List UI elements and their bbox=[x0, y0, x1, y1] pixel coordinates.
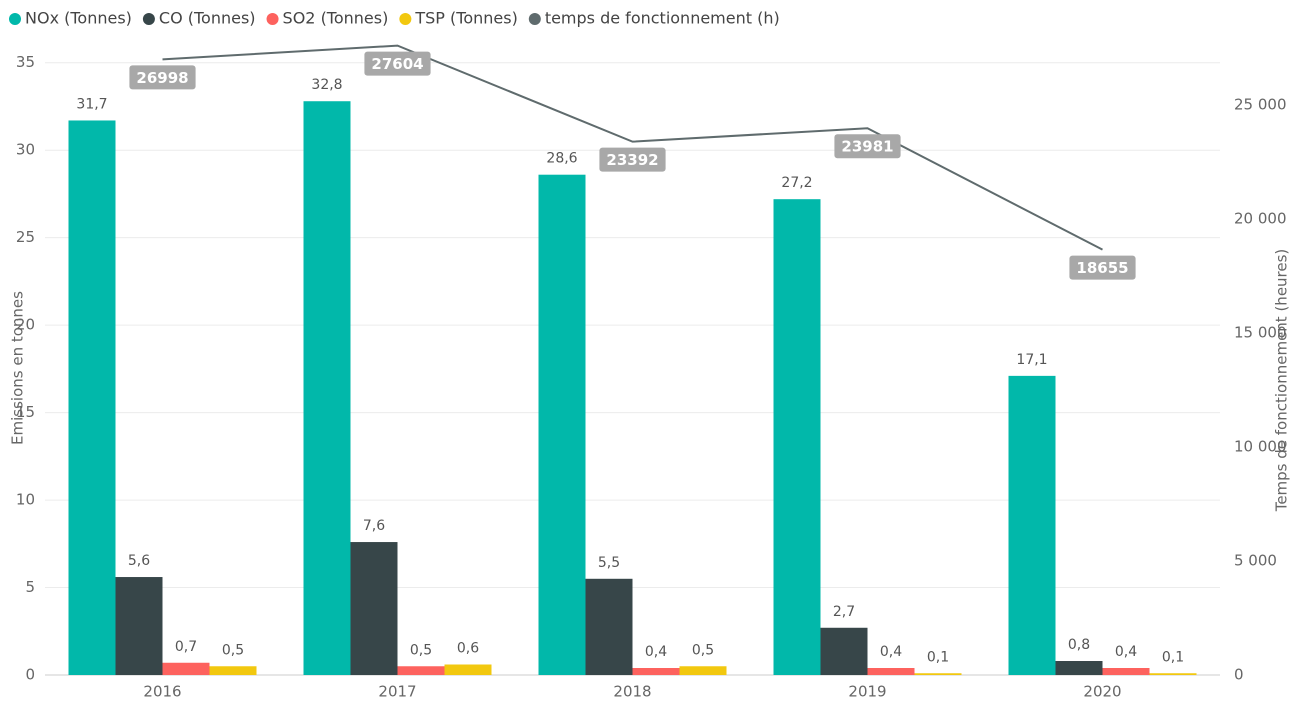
bar bbox=[773, 199, 821, 676]
data-label: 0,1 bbox=[1162, 649, 1184, 665]
line bbox=[162, 44, 1103, 251]
data-label: 17,1 bbox=[1016, 352, 1047, 368]
data-label: 0,8 bbox=[1068, 637, 1090, 653]
y-tick-label: 30 bbox=[16, 141, 35, 159]
bar bbox=[1008, 375, 1056, 675]
bar bbox=[585, 578, 633, 675]
data-label: 0,5 bbox=[222, 642, 244, 658]
legend-marker bbox=[266, 13, 279, 25]
data-label: 0,7 bbox=[175, 639, 197, 655]
data-label: 32,8 bbox=[311, 77, 342, 93]
data-label: 5,5 bbox=[598, 555, 620, 571]
data-label: 5,6 bbox=[128, 553, 150, 569]
bar bbox=[914, 673, 962, 675]
data-label: 7,6 bbox=[363, 518, 385, 534]
data-label: 27,2 bbox=[781, 175, 812, 191]
x-tick-label: 2019 bbox=[848, 683, 886, 701]
line-label: 18655 bbox=[1069, 255, 1136, 280]
bar bbox=[1102, 668, 1150, 675]
line-label: 23981 bbox=[834, 134, 901, 159]
bar bbox=[162, 662, 210, 675]
legend-label: TSP (Tonnes) bbox=[414, 9, 517, 28]
y-tick-label: 5 bbox=[25, 578, 35, 596]
data-label: 0,6 bbox=[457, 641, 479, 657]
bar bbox=[209, 666, 257, 675]
x-tick-label: 2017 bbox=[378, 683, 416, 701]
y-tick-label: 35 bbox=[16, 53, 35, 71]
y-tick-label: 0 bbox=[25, 666, 35, 684]
label-box bbox=[364, 51, 431, 76]
bar bbox=[1055, 661, 1103, 675]
y-axis-title: Emissions en tonnes bbox=[9, 291, 27, 445]
data-label: 0,5 bbox=[410, 642, 432, 658]
y-tick-label: 15 bbox=[16, 403, 35, 421]
data-label: 31,7 bbox=[76, 96, 107, 112]
line-label: 27604 bbox=[364, 51, 431, 76]
data-label: 0,4 bbox=[1115, 644, 1137, 660]
line-data-label: 18655 bbox=[1076, 259, 1128, 277]
line-data-label: 23392 bbox=[606, 151, 658, 169]
y2-tick-label: 25 000 bbox=[1234, 95, 1287, 113]
bar bbox=[350, 542, 398, 675]
y2-axis-title: Temps de fonctionnement (heures) bbox=[1273, 249, 1291, 513]
y-tick-label: 10 bbox=[16, 491, 35, 509]
y2-tick-label: 5 000 bbox=[1234, 551, 1277, 569]
label-box bbox=[599, 147, 666, 172]
bar bbox=[820, 627, 868, 675]
line-label: 23392 bbox=[599, 147, 666, 172]
x-tick-label: 2020 bbox=[1083, 683, 1121, 701]
y2-tick-label: 0 bbox=[1234, 666, 1244, 684]
line-data-label: 26998 bbox=[136, 69, 188, 87]
legend-marker bbox=[9, 13, 21, 25]
bar bbox=[397, 666, 445, 675]
bar bbox=[303, 101, 351, 676]
legend-label: temps de fonctionnement (h) bbox=[545, 9, 780, 28]
bar bbox=[1149, 673, 1197, 675]
label-box bbox=[1069, 255, 1136, 280]
line-data-label: 27604 bbox=[371, 55, 423, 73]
x-tick-label: 2018 bbox=[613, 683, 651, 701]
legend-label: CO (Tonnes) bbox=[159, 9, 256, 28]
bar bbox=[632, 668, 680, 675]
bar bbox=[679, 666, 727, 675]
bar bbox=[444, 664, 492, 675]
data-label: 28,6 bbox=[546, 151, 577, 167]
data-label: 0,1 bbox=[927, 649, 949, 665]
legend-marker bbox=[142, 13, 155, 25]
label-box bbox=[129, 65, 196, 90]
data-label: 0,4 bbox=[645, 644, 667, 660]
data-label: 0,4 bbox=[880, 644, 902, 660]
line-data-label: 23981 bbox=[841, 138, 893, 156]
bar bbox=[115, 577, 163, 675]
x-tick-label: 2016 bbox=[143, 683, 181, 701]
line-label: 26998 bbox=[129, 65, 196, 90]
y2-tick-label: 15 000 bbox=[1234, 323, 1287, 341]
legend-marker bbox=[399, 13, 412, 25]
bar bbox=[68, 120, 116, 675]
data-label: 0,5 bbox=[692, 642, 714, 658]
legend-label: NOx (Tonnes) bbox=[25, 9, 132, 28]
data-label: 2,7 bbox=[833, 604, 855, 620]
bar bbox=[867, 668, 915, 675]
legend-marker bbox=[528, 13, 541, 25]
legend-label: SO2 (Tonnes) bbox=[283, 9, 389, 28]
y2-tick-label: 20 000 bbox=[1234, 209, 1287, 227]
y-tick-label: 25 bbox=[16, 228, 35, 246]
label-box bbox=[834, 134, 901, 159]
y2-tick-label: 10 000 bbox=[1234, 437, 1287, 455]
bar bbox=[538, 174, 586, 676]
y-tick-label: 20 bbox=[16, 316, 35, 334]
